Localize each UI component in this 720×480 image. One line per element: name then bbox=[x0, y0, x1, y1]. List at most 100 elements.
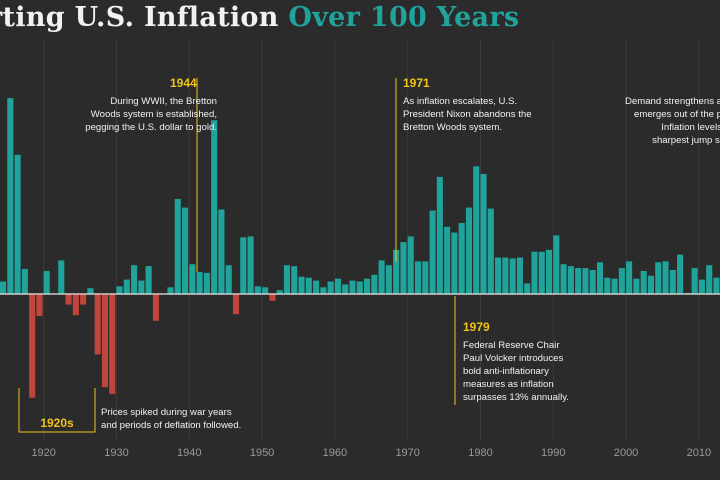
bar bbox=[713, 277, 720, 294]
bar bbox=[582, 268, 589, 294]
bar bbox=[276, 290, 283, 294]
bar bbox=[596, 262, 604, 294]
bar bbox=[240, 237, 247, 294]
bar bbox=[87, 288, 94, 294]
bar bbox=[182, 207, 189, 294]
bar bbox=[451, 232, 458, 294]
x-tick-label: 1930 bbox=[104, 447, 128, 459]
x-tick-label: 1950 bbox=[250, 447, 274, 459]
annotation-text-line: bold anti-inflationary bbox=[463, 366, 549, 377]
bar bbox=[254, 286, 261, 294]
bar bbox=[400, 242, 407, 294]
x-tick-label: 1980 bbox=[468, 447, 492, 459]
bar bbox=[502, 257, 509, 294]
annotation-1920s-bracket bbox=[18, 388, 96, 433]
bar bbox=[444, 226, 451, 294]
bar bbox=[145, 266, 152, 294]
bar bbox=[560, 264, 567, 294]
annotation-text-line: During WWII, the Bretton bbox=[110, 96, 217, 107]
annotation-1944: 1944 During WWII, the Bretton Woods system… bbox=[85, 76, 217, 272]
bar bbox=[458, 222, 465, 294]
bar bbox=[65, 294, 72, 305]
annotation-text-line: sharpest jump si bbox=[652, 135, 720, 146]
annotation-text-line: emerges out of the p bbox=[634, 109, 720, 120]
bar bbox=[531, 251, 538, 294]
bar bbox=[327, 281, 334, 294]
annotation-year: 1979 bbox=[463, 320, 490, 334]
bar bbox=[509, 258, 516, 294]
bar bbox=[298, 276, 305, 294]
x-tick-label: 1960 bbox=[323, 447, 347, 459]
bar bbox=[524, 283, 531, 294]
bar bbox=[611, 278, 618, 294]
bar bbox=[546, 249, 553, 294]
bar bbox=[589, 270, 596, 294]
bar bbox=[364, 278, 371, 294]
x-tick-label: 2000 bbox=[614, 447, 638, 459]
bar bbox=[80, 294, 87, 305]
annotation-text-line: Prices spiked during war years bbox=[101, 407, 232, 418]
annotation-year: 1971 bbox=[403, 76, 430, 90]
bar bbox=[14, 154, 21, 294]
annotation-text-line: Woods system is established, bbox=[91, 109, 217, 120]
bar bbox=[116, 286, 123, 294]
bar bbox=[101, 294, 108, 388]
annotation-text-line: Bretton Woods system. bbox=[403, 122, 502, 133]
bar bbox=[123, 279, 130, 294]
bar bbox=[0, 281, 7, 294]
bar bbox=[152, 294, 159, 321]
bar bbox=[669, 270, 676, 294]
annotation-1971: 1971 As inflation escalates, U.S. Presiden… bbox=[395, 76, 532, 262]
bar bbox=[647, 275, 654, 294]
bar bbox=[356, 281, 363, 294]
bar bbox=[626, 261, 633, 294]
annotation-text-line: Paul Volcker introduces bbox=[463, 353, 563, 364]
bar bbox=[36, 294, 43, 317]
chart-title: rting U.S. Inflation Over 100 Years bbox=[0, 2, 519, 33]
bar bbox=[575, 268, 582, 294]
x-tick-label: 1990 bbox=[541, 447, 565, 459]
bar bbox=[138, 280, 145, 294]
bar bbox=[633, 278, 640, 294]
bar bbox=[218, 209, 225, 294]
bar bbox=[232, 294, 240, 315]
bar bbox=[691, 268, 698, 294]
annotation-1979: 1979 Federal Reserve Chair Paul Volcker in… bbox=[454, 296, 569, 405]
bar bbox=[334, 278, 341, 294]
bar bbox=[516, 257, 523, 294]
bar bbox=[21, 269, 28, 294]
bar bbox=[371, 274, 378, 294]
bar bbox=[203, 272, 210, 294]
bar bbox=[465, 207, 472, 294]
bar bbox=[305, 277, 312, 294]
x-tick-label: 1940 bbox=[177, 447, 201, 459]
bar bbox=[618, 268, 625, 294]
x-tick-label: 2010 bbox=[687, 447, 711, 459]
annotation-text-line: Demand strengthens a bbox=[625, 96, 720, 107]
bar bbox=[538, 251, 545, 294]
bar bbox=[349, 280, 356, 294]
bar bbox=[487, 208, 494, 294]
annotation-recent: Demand strengthens a emerges out of the p… bbox=[625, 96, 720, 146]
bar bbox=[407, 236, 414, 294]
chart-title-part-1: rting U.S. Inflation bbox=[0, 2, 289, 33]
annotation-text-line: As inflation escalates, U.S. bbox=[403, 96, 517, 107]
bar bbox=[167, 287, 174, 294]
bar bbox=[225, 265, 232, 294]
bar bbox=[283, 265, 290, 294]
bar bbox=[320, 287, 327, 294]
bar bbox=[247, 236, 254, 294]
bar bbox=[553, 235, 560, 294]
bar bbox=[393, 249, 400, 294]
bar bbox=[473, 166, 480, 294]
x-tick-label: 1920 bbox=[31, 447, 55, 459]
annotation-1920s: 1920s Prices spiked during war years and p… bbox=[40, 407, 241, 431]
bar bbox=[29, 294, 36, 398]
annotation-text-line: surpasses 13% annually. bbox=[463, 392, 569, 403]
bar bbox=[429, 210, 436, 294]
x-tick-label: 1970 bbox=[395, 447, 419, 459]
bar bbox=[211, 120, 218, 295]
bar bbox=[662, 261, 669, 294]
